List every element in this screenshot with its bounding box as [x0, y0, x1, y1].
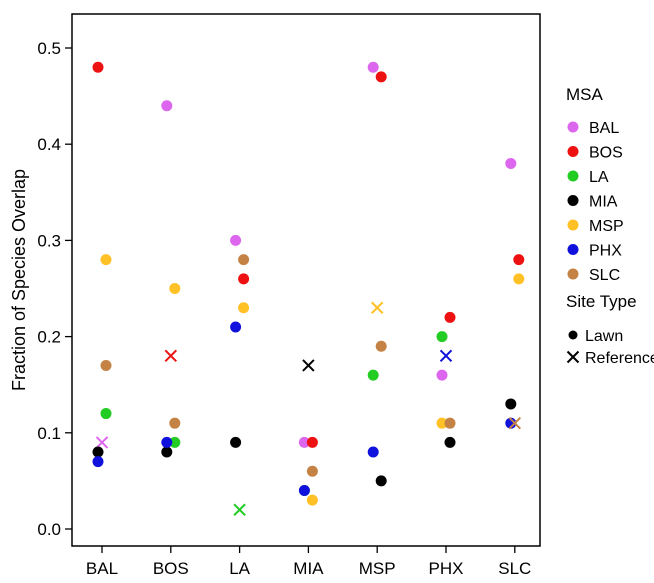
- legend-label-mia: MIA: [589, 194, 618, 211]
- point-reference-la-at-la: [233, 503, 246, 516]
- x-tick-label-la: LA: [229, 559, 250, 578]
- x-axis: BAL BOS LA MIA MSP PHX SLC: [86, 546, 531, 578]
- legend-label-bos: BOS: [589, 145, 623, 162]
- point-reference-bos-at-bos: [164, 349, 178, 363]
- y-tick-label: 0.4: [37, 135, 61, 154]
- point-lawn-phx-at-slc: [505, 417, 517, 429]
- point-lawn-msp-at-mia: [306, 494, 318, 506]
- point-lawn-phx-at-bos: [161, 436, 173, 448]
- point-lawn-la-at-msp: [367, 369, 379, 381]
- plot-frame: [71, 13, 541, 547]
- y-tick-label: 0.1: [37, 424, 61, 443]
- point-reference-mia-at-mia: [302, 359, 315, 372]
- point-lawn-bos-at-la: [238, 273, 250, 285]
- point-lawn-mia-at-la: [230, 436, 242, 448]
- x-tick-label-slc: SLC: [498, 559, 531, 578]
- legend-swatch-msp: [567, 219, 579, 231]
- legend-label-bal: BAL: [589, 120, 619, 137]
- point-lawn-slc-at-msp: [375, 340, 387, 352]
- point-lawn-bal-at-phx: [436, 369, 448, 381]
- point-lawn-bal-at-msp: [367, 61, 379, 73]
- point-lawn-mia-at-slc: [505, 398, 517, 410]
- point-lawn-mia-at-bal: [92, 446, 104, 458]
- point-lawn-slc-at-bos: [169, 417, 181, 429]
- legend-msa-title: MSA: [566, 85, 604, 104]
- legend-label-lawn: Lawn: [585, 328, 623, 345]
- legend-site-type: Site Type Lawn Reference: [566, 292, 654, 367]
- point-lawn-slc-at-mia: [306, 465, 318, 477]
- y-tick-label: 0.2: [37, 328, 61, 347]
- point-lawn-mia-at-phx: [444, 436, 456, 448]
- legend-site-title: Site Type: [566, 292, 637, 311]
- legend-swatch-reference: [566, 350, 580, 364]
- point-lawn-msp-at-phx: [436, 417, 448, 429]
- legend-label-reference: Reference: [585, 350, 654, 367]
- legend-label-slc: SLC: [589, 267, 620, 284]
- legend-swatch-bal: [567, 121, 579, 133]
- legend-swatch-phx: [567, 244, 579, 255]
- y-tick-label: 0.0: [37, 520, 61, 539]
- point-lawn-msp-at-bos: [169, 283, 181, 294]
- point-lawn-la-at-bos: [169, 436, 181, 448]
- y-tick-label: 0.3: [37, 231, 61, 250]
- point-lawn-bal-at-mia: [298, 436, 310, 448]
- point-lawn-msp-at-slc: [513, 273, 525, 285]
- point-lawn-phx-at-mia: [298, 485, 310, 497]
- y-axis-title: Fraction of Species Overlap: [9, 169, 29, 391]
- point-lawn-mia-at-msp: [375, 475, 387, 487]
- legend-label-la: LA: [589, 169, 609, 186]
- x-tick-label-bal: BAL: [86, 559, 118, 578]
- point-reference-phx-at-phx: [439, 349, 453, 363]
- point-lawn-phx-at-la: [230, 321, 242, 333]
- legend-label-msp: MSP: [589, 218, 624, 235]
- point-lawn-slc-at-bal: [100, 359, 112, 371]
- legend-swatch-la: [567, 170, 579, 182]
- legend-label-phx: PHX: [589, 243, 622, 260]
- point-lawn-la-at-bal: [100, 408, 112, 420]
- legend-swatch-lawn: [568, 330, 578, 340]
- point-lawn-mia-at-bos: [161, 446, 173, 458]
- x-tick-label-msp: MSP: [359, 559, 396, 578]
- point-lawn-la-at-phx: [436, 331, 448, 343]
- y-axis: 0.0 0.1 0.2 0.3 0.4 0.5: [37, 39, 72, 539]
- y-tick-label: 0.5: [37, 39, 61, 58]
- point-lawn-bos-at-slc: [513, 254, 525, 266]
- legend-swatch-mia: [567, 195, 579, 206]
- point-lawn-bos-at-bal: [92, 61, 104, 73]
- point-reference-msp-at-msp: [370, 301, 384, 314]
- data-points: [92, 61, 525, 516]
- legend-swatch-bos: [567, 146, 579, 157]
- x-tick-label-mia: MIA: [293, 559, 324, 578]
- point-lawn-phx-at-bal: [92, 456, 104, 468]
- x-tick-label-phx: PHX: [429, 559, 464, 578]
- point-lawn-bal-at-bos: [161, 100, 173, 112]
- point-lawn-bal-at-la: [230, 234, 242, 246]
- point-lawn-bos-at-msp: [375, 71, 387, 83]
- point-lawn-msp-at-la: [238, 302, 250, 314]
- point-lawn-phx-at-msp: [367, 446, 379, 458]
- point-lawn-slc-at-phx: [444, 417, 456, 429]
- point-reference-bal-at-bal: [95, 436, 109, 449]
- legend-swatch-slc: [567, 268, 579, 280]
- point-lawn-msp-at-bal: [100, 254, 112, 266]
- point-lawn-slc-at-la: [238, 254, 250, 266]
- legend-msa: MSA BAL BOS LA MIA MSP PHX SLC: [566, 85, 624, 284]
- x-tick-label-bos: BOS: [153, 559, 189, 578]
- point-reference-slc-at-slc: [508, 416, 522, 430]
- point-lawn-bos-at-mia: [306, 436, 318, 448]
- point-lawn-bos-at-phx: [444, 311, 456, 323]
- point-lawn-bal-at-slc: [505, 157, 517, 169]
